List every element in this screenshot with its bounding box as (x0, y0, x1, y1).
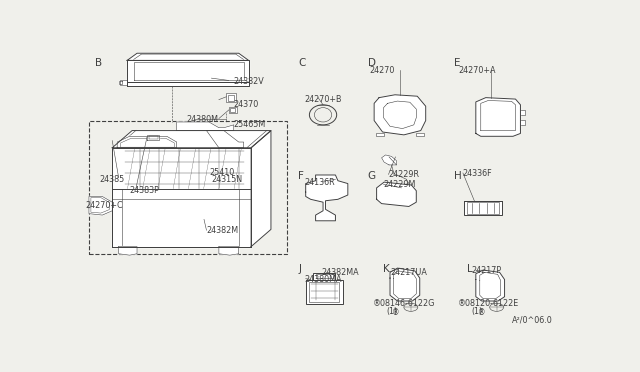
Text: (1): (1) (387, 307, 397, 315)
Text: 24229M: 24229M (383, 180, 416, 189)
Text: 25410: 25410 (209, 168, 234, 177)
Bar (520, 120, 525, 125)
Text: D: D (367, 58, 376, 68)
Bar (384, 189, 390, 199)
Text: 24385: 24385 (100, 175, 125, 184)
Text: K: K (383, 264, 389, 274)
Bar (416, 134, 424, 136)
Polygon shape (177, 122, 234, 131)
Polygon shape (476, 270, 504, 301)
Text: 24380MA: 24380MA (305, 275, 342, 284)
Text: 24217UA: 24217UA (390, 268, 427, 277)
Text: 24136R: 24136R (305, 178, 335, 187)
Bar (381, 186, 409, 201)
Bar (227, 93, 236, 102)
Text: 24382V: 24382V (234, 77, 264, 86)
Polygon shape (251, 131, 271, 247)
Bar (309, 282, 339, 302)
Text: C: C (298, 58, 306, 68)
Polygon shape (476, 97, 520, 136)
Polygon shape (127, 82, 249, 86)
Bar (313, 273, 335, 279)
Polygon shape (394, 271, 416, 299)
Text: ®: ® (478, 308, 486, 318)
Polygon shape (376, 182, 416, 206)
Bar (376, 134, 384, 136)
Text: 25465M: 25465M (234, 121, 266, 129)
Text: 24336F: 24336F (462, 169, 492, 178)
Bar (401, 189, 408, 199)
Polygon shape (118, 81, 122, 84)
Text: E: E (454, 58, 461, 68)
Polygon shape (383, 101, 416, 129)
Polygon shape (118, 247, 137, 255)
Polygon shape (127, 60, 249, 82)
Bar (228, 95, 234, 101)
Polygon shape (219, 247, 239, 255)
Bar (89, 121, 287, 254)
Text: ®08146-6122G: ®08146-6122G (372, 299, 435, 308)
Bar (393, 189, 399, 199)
Polygon shape (147, 135, 159, 140)
Text: 24270+C: 24270+C (85, 201, 123, 209)
Polygon shape (120, 80, 127, 85)
Text: B: B (95, 58, 102, 68)
Bar (316, 275, 333, 278)
Bar (125, 149, 244, 191)
Bar (229, 106, 237, 113)
Text: 24315N: 24315N (211, 175, 243, 184)
Polygon shape (112, 131, 271, 148)
Text: J: J (298, 264, 301, 274)
Text: 24270+A: 24270+A (458, 66, 495, 75)
Polygon shape (480, 272, 500, 299)
Text: (1): (1) (472, 307, 483, 315)
Text: G: G (367, 171, 376, 181)
Text: 24383P: 24383P (129, 186, 159, 195)
Text: 24270: 24270 (369, 66, 394, 75)
Polygon shape (112, 189, 251, 247)
Text: F: F (298, 171, 304, 181)
Polygon shape (306, 175, 348, 221)
Bar (467, 202, 499, 214)
Text: 24382M: 24382M (207, 226, 239, 235)
Polygon shape (381, 155, 396, 165)
Polygon shape (149, 136, 158, 139)
Polygon shape (390, 268, 420, 301)
Text: 24270+B: 24270+B (305, 94, 342, 103)
Text: 24370: 24370 (234, 100, 259, 109)
Text: ®: ® (392, 308, 400, 318)
Bar (306, 279, 343, 304)
Text: H: H (454, 171, 462, 181)
Text: 24382MA: 24382MA (321, 268, 359, 277)
Polygon shape (112, 148, 251, 247)
Polygon shape (481, 100, 515, 131)
Bar (465, 201, 502, 215)
Bar (230, 108, 236, 112)
Text: 24229R: 24229R (388, 170, 419, 179)
Text: 24217P: 24217P (472, 266, 502, 275)
Bar (520, 110, 525, 115)
Polygon shape (127, 53, 249, 60)
Text: A²/0^06.0: A²/0^06.0 (511, 315, 552, 324)
Polygon shape (207, 131, 244, 148)
Polygon shape (89, 196, 112, 215)
Polygon shape (374, 95, 426, 135)
Text: ®08120-6122E: ®08120-6122E (458, 299, 519, 308)
Polygon shape (117, 136, 177, 148)
Text: 24380M: 24380M (187, 115, 219, 124)
Text: L: L (467, 264, 472, 274)
